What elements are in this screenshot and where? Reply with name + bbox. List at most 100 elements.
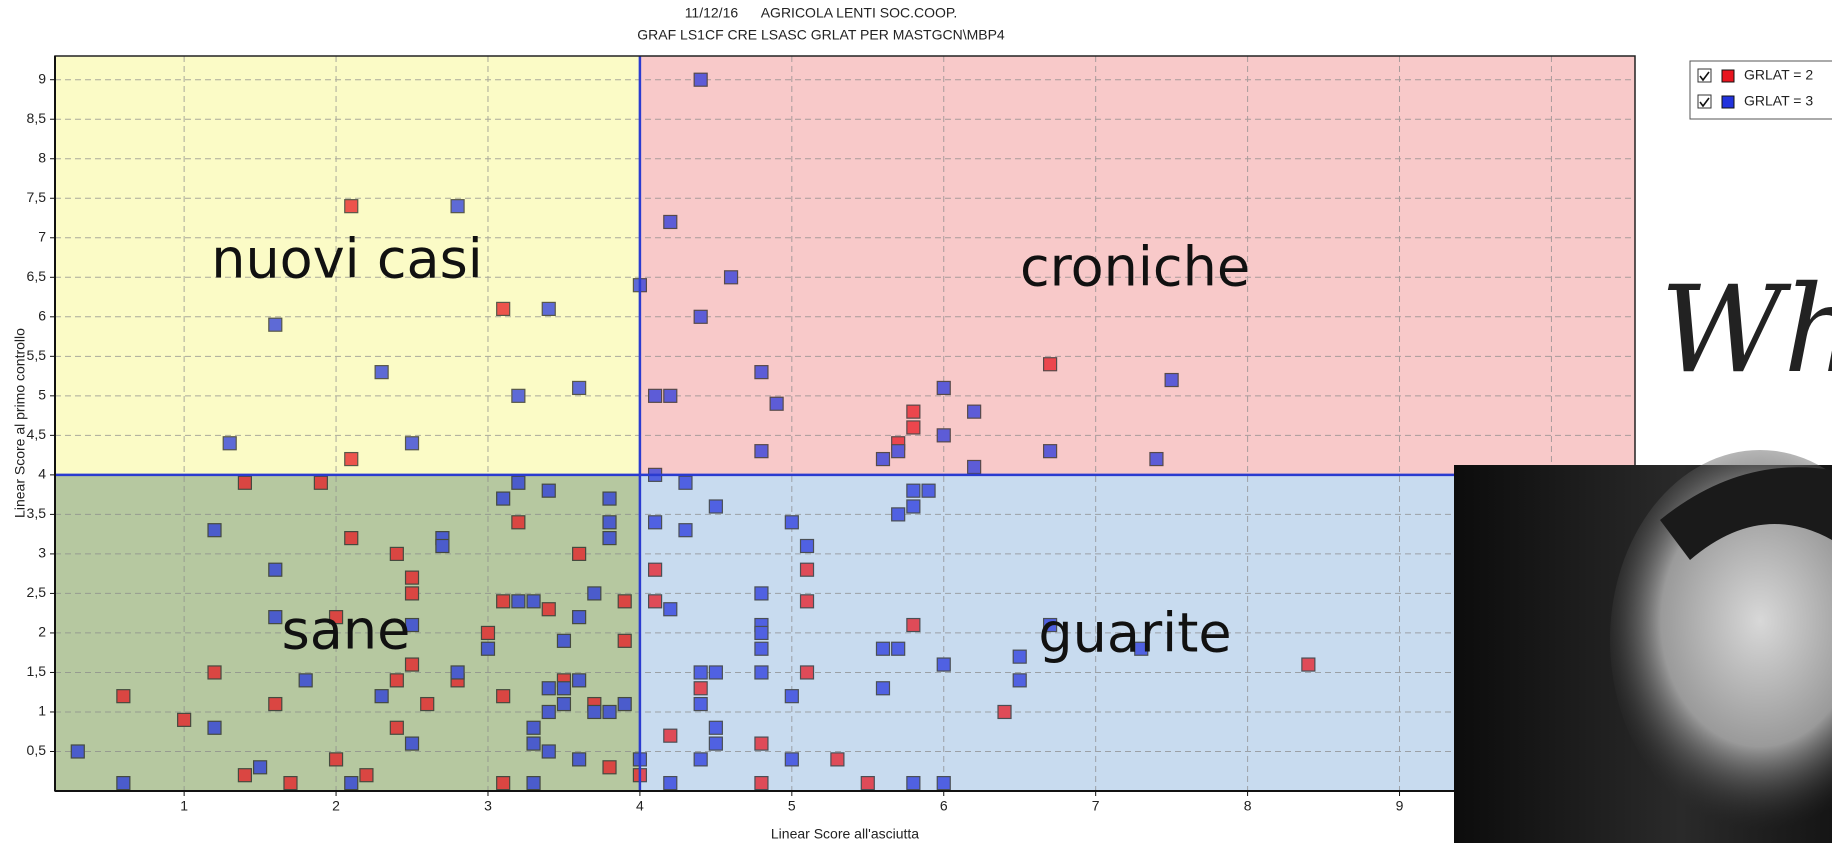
point xyxy=(647,594,663,609)
point xyxy=(177,712,192,727)
point xyxy=(207,720,222,735)
point xyxy=(769,396,784,411)
point xyxy=(708,665,723,680)
point xyxy=(1042,357,1058,372)
point xyxy=(207,523,222,538)
point xyxy=(541,744,556,759)
x-axis-label: Linear Score all'asciutta xyxy=(771,826,919,842)
legend-swatch xyxy=(1721,69,1735,83)
plot-layer: nuovi casi croniche sane guarite 0,5 1 1,5 2 2,5… xyxy=(27,55,1636,814)
point xyxy=(891,507,906,522)
point xyxy=(116,689,131,704)
point xyxy=(906,404,921,419)
point xyxy=(693,681,708,696)
y-tick-label: 5 xyxy=(38,387,46,403)
point xyxy=(754,775,769,791)
point xyxy=(754,625,769,641)
point xyxy=(754,736,769,751)
point xyxy=(875,451,891,467)
point xyxy=(1042,444,1058,459)
point xyxy=(283,775,298,791)
legend-label: GRLAT = 3 xyxy=(1744,93,1813,109)
point xyxy=(511,594,526,609)
point xyxy=(754,586,769,601)
point xyxy=(328,752,344,767)
point xyxy=(693,752,708,767)
point xyxy=(587,586,602,601)
x-tick-label: 9 xyxy=(1396,798,1404,814)
region-tint xyxy=(55,474,640,791)
legend-check xyxy=(1699,97,1710,108)
x-tick-label: 7 xyxy=(1092,798,1100,814)
photo-hair xyxy=(1660,467,1832,560)
point xyxy=(480,641,496,656)
point xyxy=(617,594,632,609)
point xyxy=(435,538,450,554)
point xyxy=(754,365,769,380)
point xyxy=(693,665,708,680)
point xyxy=(830,752,845,767)
point xyxy=(799,562,815,577)
region xyxy=(55,56,640,475)
legend-checkbox xyxy=(1697,68,1712,83)
point xyxy=(480,625,496,641)
x-tick-label: 1 xyxy=(180,798,188,814)
region xyxy=(639,56,1635,475)
point xyxy=(693,72,708,87)
point xyxy=(784,689,799,704)
region-label: guarite xyxy=(1038,602,1231,665)
point xyxy=(344,530,359,546)
point xyxy=(313,475,328,490)
point xyxy=(784,752,799,767)
point xyxy=(556,696,572,712)
point xyxy=(511,388,526,403)
y-tick-label: 7 xyxy=(38,228,46,244)
point xyxy=(496,689,511,704)
point xyxy=(496,775,511,791)
point xyxy=(754,665,769,680)
point xyxy=(237,768,253,783)
point xyxy=(693,696,708,712)
point xyxy=(404,736,420,751)
point xyxy=(207,665,222,680)
point xyxy=(70,744,85,759)
point xyxy=(496,491,511,506)
point xyxy=(602,704,617,720)
overlay-text: Wh xyxy=(1660,261,1832,400)
legend-box xyxy=(1689,60,1832,120)
y-tick-label: 8 xyxy=(38,149,46,165)
point xyxy=(799,538,815,554)
point xyxy=(404,657,420,672)
point xyxy=(936,657,951,672)
point xyxy=(496,594,511,609)
point xyxy=(374,689,389,704)
point xyxy=(936,428,951,443)
point xyxy=(708,720,723,735)
point xyxy=(602,760,617,775)
point xyxy=(617,696,632,712)
point xyxy=(389,720,404,735)
point xyxy=(374,365,389,380)
point xyxy=(572,673,587,688)
point xyxy=(723,270,739,285)
region-label: croniche xyxy=(1020,236,1250,299)
point xyxy=(268,696,283,712)
point xyxy=(268,610,283,625)
point xyxy=(602,515,617,530)
point xyxy=(663,728,678,743)
point xyxy=(997,704,1012,720)
point xyxy=(617,633,632,648)
point xyxy=(967,459,982,475)
point xyxy=(602,491,617,506)
point xyxy=(116,775,131,791)
point xyxy=(875,681,891,696)
x-tick-label: 3 xyxy=(484,798,492,814)
point xyxy=(921,483,936,498)
y-tick-label: 7,5 xyxy=(27,189,47,205)
point xyxy=(708,499,723,514)
point xyxy=(1012,673,1027,688)
point xyxy=(663,602,678,617)
point xyxy=(344,775,359,791)
